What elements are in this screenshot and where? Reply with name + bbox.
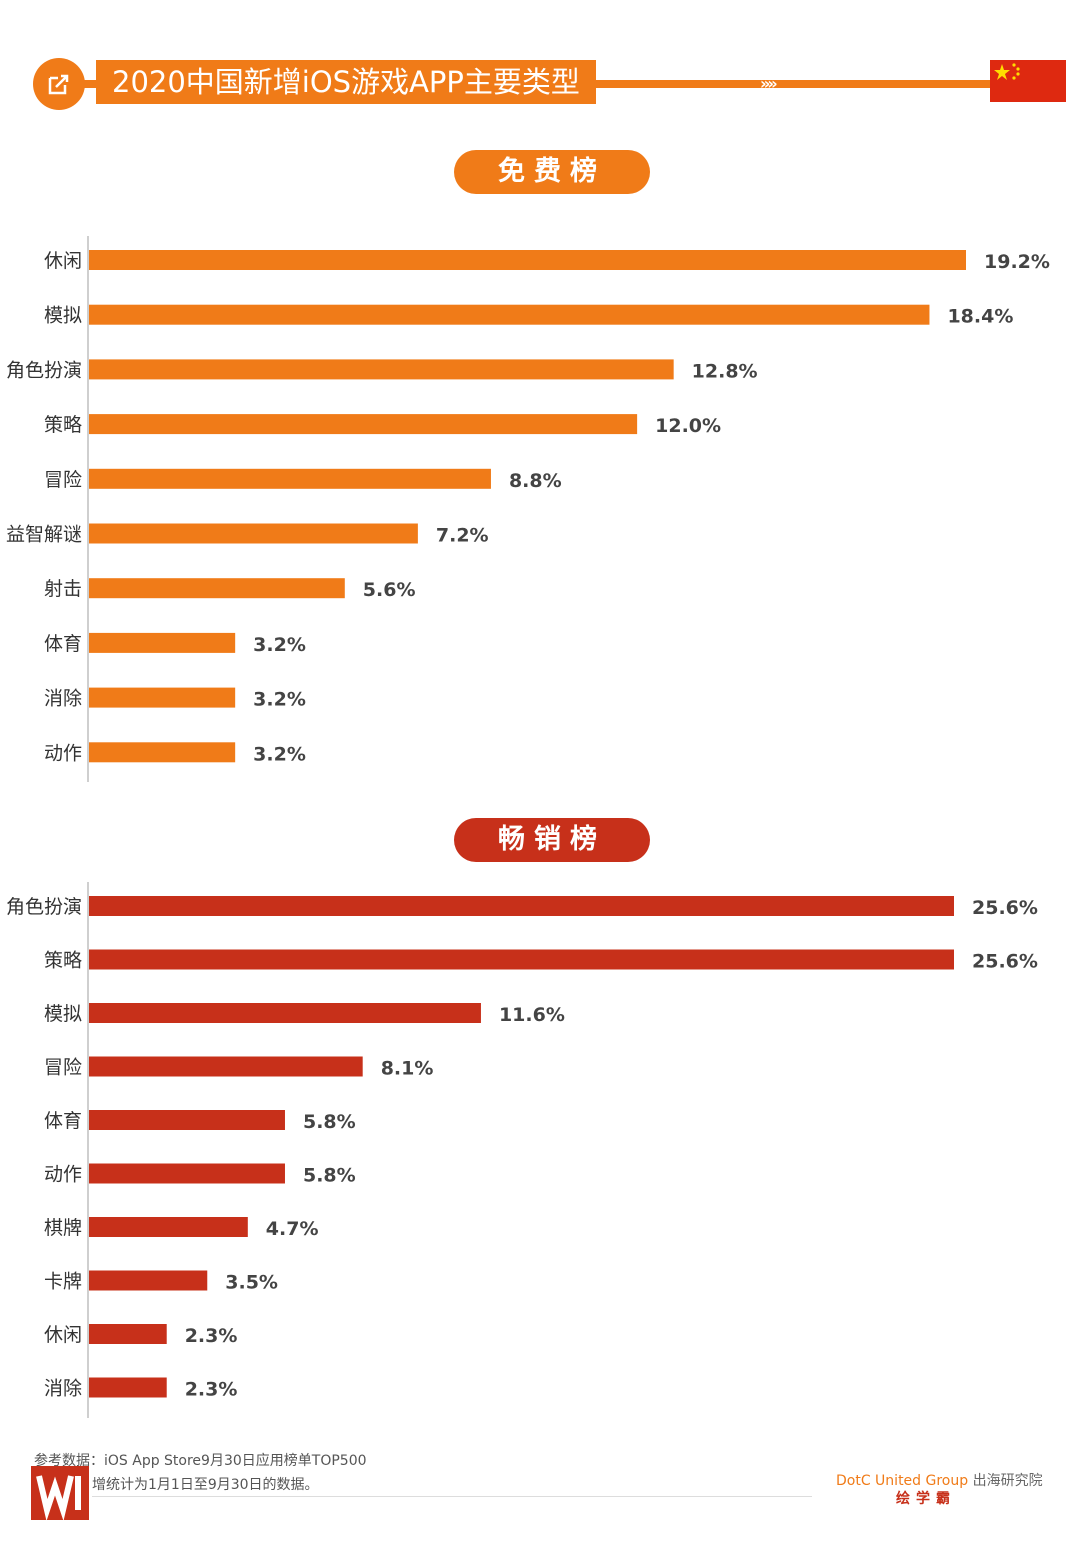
header: 2020中国新增iOS游戏APP主要类型 »» bbox=[0, 0, 1084, 130]
footer-divider bbox=[92, 1496, 812, 1497]
free-chart: 休闲 19.2% 模拟 18.4% 角色扮演 12.8% 策略 12.0% 冒险 8.8% 益智解谜… bbox=[0, 236, 1084, 782]
category-label: 冒险 bbox=[44, 469, 82, 491]
value-label: 18.4% bbox=[947, 306, 1013, 328]
bar bbox=[89, 742, 236, 763]
value-label: 12.0% bbox=[655, 415, 721, 437]
bar bbox=[89, 1324, 167, 1344]
category-label: 策略 bbox=[44, 950, 82, 972]
category-label: 消除 bbox=[44, 688, 82, 710]
bar bbox=[89, 896, 954, 916]
bar bbox=[89, 359, 674, 380]
free-chart-title: 免费榜 bbox=[454, 150, 650, 194]
value-label: 8.1% bbox=[381, 1058, 434, 1080]
brand-name-en: DotC United Group bbox=[836, 1473, 969, 1489]
header-badge bbox=[33, 58, 85, 110]
category-label: 策略 bbox=[44, 414, 82, 436]
bar bbox=[89, 1163, 285, 1184]
category-label: 射击 bbox=[44, 578, 82, 600]
bar bbox=[89, 414, 638, 435]
category-label: 体育 bbox=[44, 633, 82, 655]
value-label: 7.2% bbox=[436, 525, 489, 547]
bar bbox=[89, 687, 236, 708]
chevron-right-icon: »» bbox=[760, 74, 778, 93]
page-title: 2020中国新增iOS游戏APP主要类型 bbox=[96, 60, 596, 104]
category-label: 动作 bbox=[44, 1164, 82, 1186]
value-label: 3.2% bbox=[253, 689, 306, 711]
category-label: 模拟 bbox=[44, 305, 82, 327]
free-bar-chart: 休闲 19.2% 模拟 18.4% 角色扮演 12.8% 策略 12.0% 冒险 8.8% 益智解谜… bbox=[6, 236, 1050, 782]
w-logo-icon bbox=[31, 1466, 89, 1521]
grossing-bar-chart: 角色扮演 25.6% 策略 25.6% 模拟 11.6% 冒险 8.1% 体育 5.8% 动作 5.8… bbox=[6, 882, 1038, 1418]
value-label: 12.8% bbox=[692, 360, 758, 382]
bar bbox=[89, 578, 345, 599]
category-label: 体育 bbox=[44, 1110, 82, 1132]
category-label: 休闲 bbox=[44, 250, 82, 272]
category-label: 卡牌 bbox=[44, 1271, 82, 1293]
value-label: 5.6% bbox=[363, 579, 416, 601]
grossing-chart: 角色扮演 25.6% 策略 25.6% 模拟 11.6% 冒险 8.1% 体育 5.8% 动作 5.8… bbox=[0, 882, 1084, 1418]
grossing-chart-title: 畅销榜 bbox=[454, 818, 650, 862]
category-label: 棋牌 bbox=[44, 1217, 82, 1239]
date-range-note: 增统计为1月1日至9月30日的数据。 bbox=[92, 1477, 319, 1493]
value-label: 25.6% bbox=[972, 951, 1038, 973]
value-label: 4.7% bbox=[266, 1218, 319, 1240]
category-label: 角色扮演 bbox=[6, 896, 82, 918]
china-flag-icon bbox=[990, 60, 1066, 102]
external-share-icon bbox=[48, 74, 69, 95]
bar bbox=[89, 1003, 481, 1023]
value-label: 2.3% bbox=[185, 1379, 238, 1401]
value-label: 2.3% bbox=[185, 1325, 238, 1347]
bar bbox=[89, 250, 966, 270]
bar bbox=[89, 1110, 285, 1130]
value-label: 19.2% bbox=[984, 251, 1050, 273]
value-label: 8.8% bbox=[509, 470, 562, 492]
value-label: 3.2% bbox=[253, 634, 306, 656]
value-label: 3.2% bbox=[253, 743, 306, 765]
category-label: 动作 bbox=[44, 742, 82, 764]
value-label: 5.8% bbox=[303, 1165, 356, 1187]
bar bbox=[89, 1377, 167, 1398]
bar bbox=[89, 632, 236, 653]
brand-credit: DotC United Group 出海研究院 bbox=[836, 1470, 1043, 1490]
category-label: 休闲 bbox=[44, 1324, 82, 1346]
value-label: 5.8% bbox=[303, 1111, 356, 1133]
brand-subtitle: 绘学霸 bbox=[896, 1491, 956, 1507]
bar bbox=[89, 1270, 208, 1291]
footer: 参考数据：iOS App Store9月30日应用榜单TOP500 增统计为1月… bbox=[0, 1440, 1084, 1542]
value-label: 11.6% bbox=[499, 1004, 565, 1026]
category-label: 模拟 bbox=[44, 1003, 82, 1025]
category-label: 消除 bbox=[44, 1378, 82, 1400]
bar bbox=[89, 304, 930, 325]
brand-name-cn: 出海研究院 bbox=[972, 1473, 1043, 1489]
bar bbox=[89, 949, 954, 970]
bar bbox=[89, 1056, 363, 1077]
category-label: 益智解谜 bbox=[6, 524, 82, 546]
category-label: 冒险 bbox=[44, 1057, 82, 1079]
bar bbox=[89, 1217, 248, 1237]
bar bbox=[89, 468, 491, 489]
value-label: 25.6% bbox=[972, 897, 1038, 919]
source-note: 参考数据：iOS App Store9月30日应用榜单TOP500 bbox=[34, 1453, 367, 1469]
bar bbox=[89, 523, 418, 544]
value-label: 3.5% bbox=[225, 1272, 278, 1294]
category-label: 角色扮演 bbox=[6, 359, 82, 381]
